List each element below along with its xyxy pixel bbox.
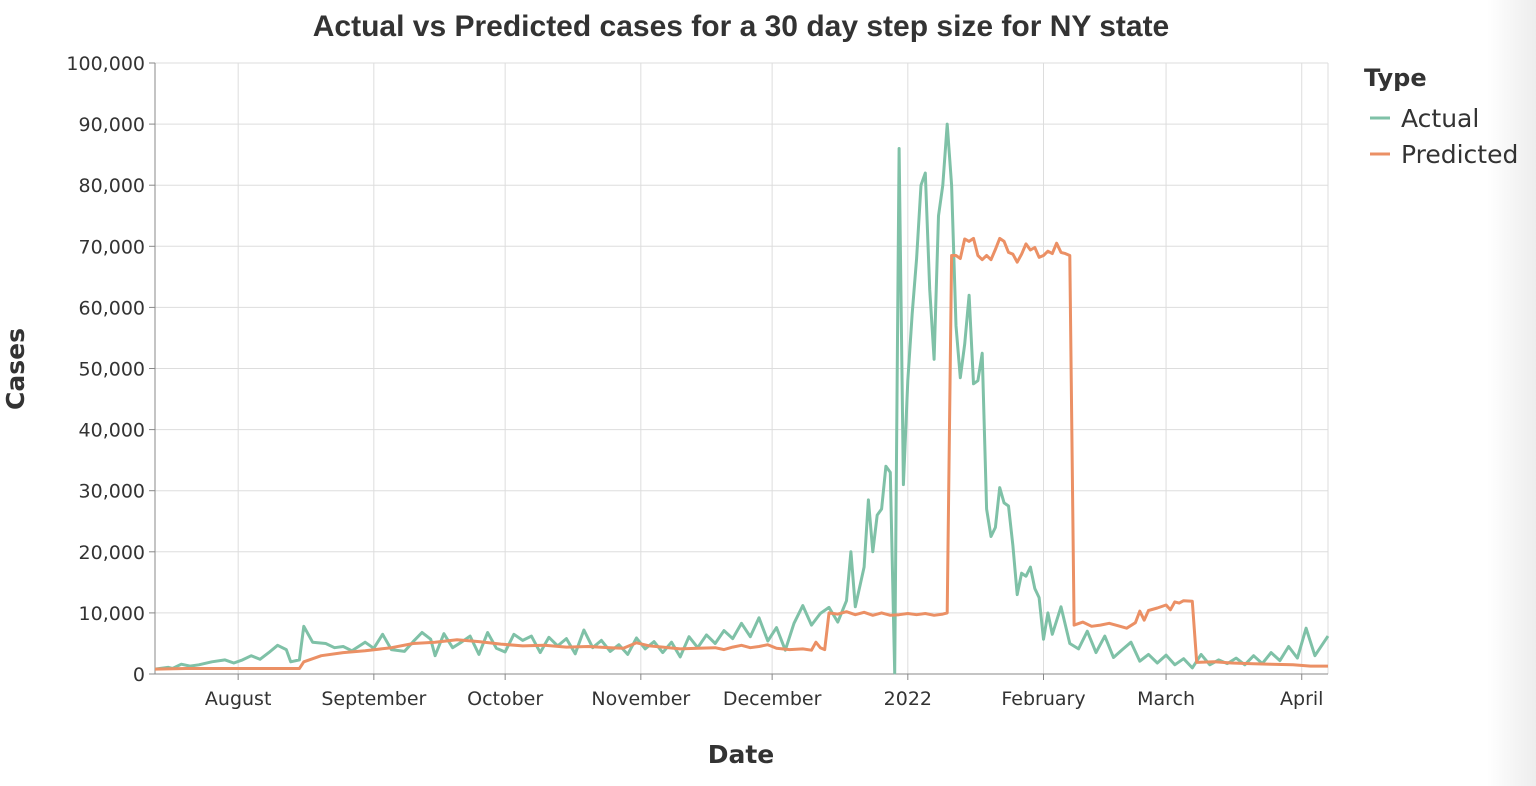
y-tick-label: 90,000 [79, 114, 145, 136]
legend: Type Actual Predicted [1364, 64, 1518, 169]
y-tick-label: 30,000 [79, 481, 145, 503]
x-tick-label: November [591, 688, 690, 710]
y-tick-label: 0 [133, 664, 145, 686]
y-tick-label: 100,000 [66, 53, 145, 75]
x-tick-label: December [723, 688, 822, 710]
x-tick-label: August [205, 688, 272, 710]
x-axis: August September October November December 20… [155, 673, 1328, 710]
series-line-actual [154, 122, 1330, 675]
legend-label-predicted: Predicted [1401, 140, 1518, 169]
x-tick-label: October [467, 688, 543, 710]
legend-title: Type [1364, 64, 1427, 92]
y-axis-title: Cases [1, 328, 30, 410]
x-tick-label: 2022 [884, 688, 932, 710]
legend-label-actual: Actual [1401, 104, 1479, 133]
y-tick-label: 80,000 [79, 175, 145, 197]
y-axis: 0 10,000 20,000 30,000 40,000 50,000 60,000 70,… [66, 53, 156, 686]
legend-items: Actual Predicted [1370, 104, 1518, 169]
y-tick-label: 40,000 [79, 420, 145, 442]
x-tick-label: February [1001, 688, 1085, 710]
y-tick-label: 70,000 [79, 236, 145, 258]
y-tick-label: 60,000 [79, 297, 145, 319]
x-tick-label: September [321, 688, 426, 710]
chart-title: Actual vs Predicted cases for a 30 day s… [313, 10, 1170, 43]
series-layer [154, 122, 1330, 675]
y-tick-label: 20,000 [79, 542, 145, 564]
y-tick-label: 10,000 [79, 603, 145, 625]
window-edge-shadow [1486, 0, 1536, 786]
y-tick-label: 50,000 [79, 359, 145, 381]
series-line-predicted [154, 236, 1328, 671]
x-tick-label: March [1137, 688, 1195, 710]
grid-lines [155, 62, 1329, 675]
x-axis-title: Date [708, 740, 775, 769]
x-tick-label: April [1280, 688, 1323, 710]
